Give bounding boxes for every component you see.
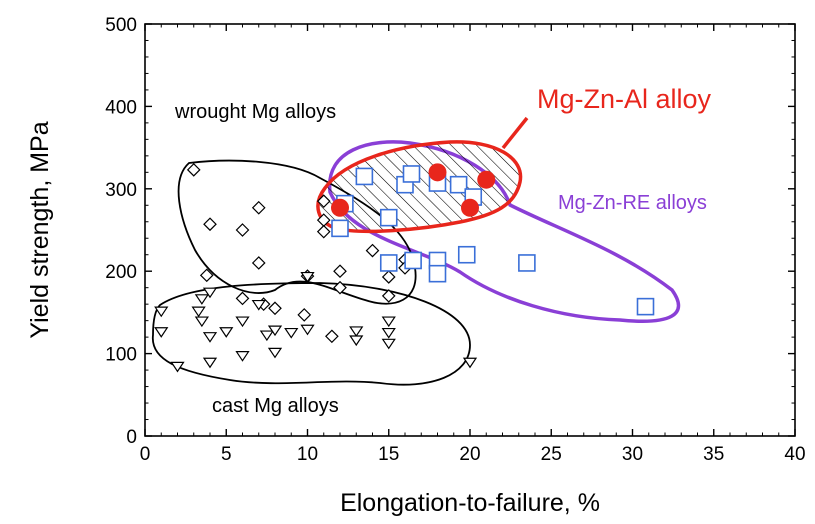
mg-zn-re-region-label: Mg-Zn-RE alloys	[558, 192, 707, 214]
cast-triangle-marker	[235, 316, 250, 328]
x-tick-label: 25	[541, 444, 562, 465]
x-tick-label: 40	[784, 444, 805, 465]
wrought-diamond-marker	[333, 264, 347, 279]
cast-region-label: cast Mg alloys	[212, 395, 339, 417]
mg-zn-re-square-marker	[379, 208, 398, 227]
mg-zn-re-square-marker	[402, 165, 421, 183]
y-tick-label: 300	[105, 180, 137, 201]
mg-zn-re-square-marker	[518, 254, 536, 272]
wrought-diamond-marker	[186, 162, 201, 177]
x-tick-label: 15	[378, 444, 399, 465]
cast-triangle-marker	[194, 316, 209, 328]
wrought-region-outline	[177, 159, 417, 305]
cast-triangle-marker	[202, 357, 218, 369]
mg-zn-re-square-marker	[457, 245, 476, 264]
x-tick-label: 20	[459, 444, 480, 465]
wrought-diamond-marker	[235, 291, 250, 306]
cast-triangle-marker	[154, 306, 169, 318]
x-tick-label: 10	[297, 444, 318, 465]
mg-zn-al-circle-marker	[428, 163, 447, 182]
cast-triangle-marker	[381, 316, 396, 328]
y-tick-label: 500	[105, 15, 137, 36]
wrought-diamond-marker	[268, 301, 282, 316]
cast-triangle-marker	[202, 332, 218, 343]
wrought-diamond-marker	[235, 223, 250, 237]
mg-zn-re-square-marker	[379, 254, 398, 272]
cast-triangle-marker	[284, 327, 299, 339]
cast-triangle-marker	[349, 335, 364, 347]
cast-triangle-marker	[381, 338, 396, 350]
mg-zn-al-region-label: Mg-Zn-Al alloy	[537, 84, 712, 114]
wrought-diamond-marker	[316, 224, 331, 239]
axis-ticks	[144, 23, 796, 437]
wrought-region-label: wrought Mg alloys	[174, 101, 336, 123]
mg-zn-re-square-marker	[428, 264, 447, 283]
mg-zn-re-square-marker	[636, 297, 655, 316]
wrought-diamond-marker	[203, 217, 217, 232]
cast-triangle-marker	[154, 327, 169, 338]
cast-triangle-marker	[191, 306, 206, 318]
y-tick-label: 100	[105, 345, 137, 366]
mg-zn-al-circle-marker	[331, 198, 349, 217]
wrought-diamond-marker	[199, 268, 214, 283]
cast-triangle-marker	[219, 327, 234, 338]
mg-zn-re-region-outline	[328, 140, 681, 323]
y-tick-label: 200	[105, 262, 137, 283]
wrought-diamond-marker	[251, 200, 266, 215]
cast-triangle-marker	[251, 299, 266, 311]
cast-triangle-marker	[300, 324, 315, 336]
cast-triangle-marker	[267, 325, 283, 337]
cast-triangle-marker	[300, 271, 315, 283]
mg-zn-al-callout-line	[501, 116, 529, 150]
x-tick-label: 0	[140, 444, 151, 465]
wrought-diamond-marker	[381, 270, 396, 284]
x-tick-label: 35	[703, 444, 724, 465]
cast-triangle-marker	[462, 357, 478, 369]
wrought-diamond-marker	[297, 308, 312, 322]
wrought-diamond-marker	[365, 243, 380, 258]
cast-triangle-marker	[381, 327, 396, 339]
mg-zn-al-circle-marker	[477, 170, 496, 189]
mg-zn-re-square-marker	[449, 175, 468, 194]
y-tick-label: 400	[105, 97, 137, 118]
cast-triangle-marker	[202, 287, 218, 299]
mg-zn-re-square-marker	[404, 251, 422, 270]
x-axis-title: Elongation-to-failure, %	[340, 489, 600, 517]
x-tick-label: 30	[622, 444, 643, 465]
cast-triangle-marker	[235, 351, 250, 362]
markers	[154, 162, 655, 373]
cast-triangle-marker	[259, 330, 274, 342]
mg-zn-al-circle-marker	[461, 198, 479, 217]
wrought-diamond-marker	[333, 280, 347, 295]
wrought-diamond-marker	[325, 329, 339, 344]
mg-zn-re-square-marker	[355, 167, 374, 186]
y-axis-title: Yield strength, MPa	[26, 121, 54, 338]
mg-zn-re-square-marker	[331, 219, 349, 238]
cast-triangle-marker	[170, 361, 185, 373]
wrought-diamond-marker	[316, 194, 331, 209]
x-tick-label: 5	[221, 444, 232, 465]
wrought-diamond-marker	[251, 256, 266, 270]
cast-triangle-marker	[349, 326, 364, 338]
cast-triangle-marker	[267, 347, 283, 359]
wrought-diamond-marker	[381, 289, 396, 303]
cast-triangle-marker	[194, 294, 209, 305]
cast-region-outline	[152, 282, 471, 386]
y-tick-label: 0	[126, 427, 137, 448]
